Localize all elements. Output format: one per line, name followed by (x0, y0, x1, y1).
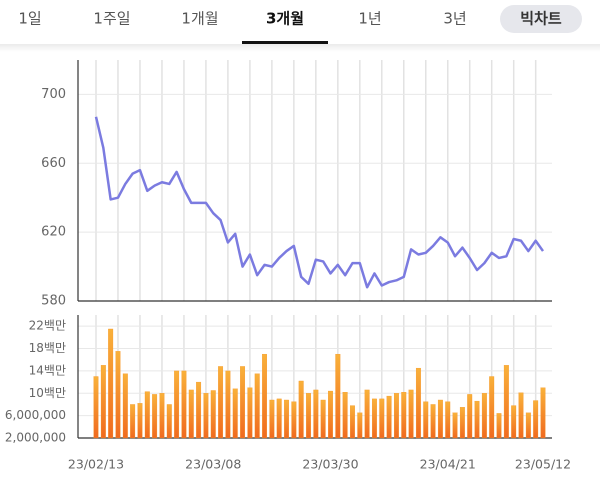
volume-bar (408, 389, 414, 439)
volume-bar (269, 399, 275, 439)
y-tick-label: 2,000,000 (5, 431, 66, 445)
volume-bar (276, 398, 282, 439)
volume-bar (437, 399, 443, 439)
y-tick-label: 660 (41, 156, 66, 171)
volume-bar (196, 381, 202, 439)
volume-bar (247, 387, 253, 439)
volume-bar (423, 401, 429, 439)
volume-bar (181, 370, 187, 439)
y-tick-label: 620 (41, 225, 66, 240)
tab[interactable]: 1개월 (181, 10, 218, 28)
x-tick-label: 23/02/13 (68, 457, 124, 472)
volume-bar (284, 399, 289, 439)
volume-bar (159, 393, 165, 439)
volume-bar (93, 376, 99, 439)
volume-bar (364, 389, 370, 439)
volume-bar (467, 394, 473, 439)
volume-bar (122, 373, 128, 439)
y-tick-label: 22백만 (29, 319, 66, 333)
tab-bar: 1일 1주일 1개월 3개월 1년 3년 (18, 10, 467, 44)
tab[interactable]: 1주일 (93, 10, 130, 28)
volume-bar (430, 404, 436, 439)
volume-bar (328, 390, 333, 439)
y-tick-label: 18백만 (29, 341, 66, 355)
volume-bar (474, 400, 480, 439)
volume-bar (496, 413, 502, 439)
volume-bar (174, 370, 180, 439)
volume-bar (306, 393, 311, 439)
y-tick-label: 6,000,000 (5, 408, 66, 422)
volume-bar (262, 353, 267, 439)
volume-bar (100, 365, 106, 439)
volume-bar (533, 400, 539, 439)
volume-bar (393, 393, 399, 439)
volume-bar (232, 388, 238, 439)
tab[interactable]: 1일 (18, 10, 41, 28)
volume-bar (203, 393, 209, 439)
tab-underline (242, 41, 328, 44)
volume-bar (240, 366, 246, 439)
volume-bar (130, 404, 136, 439)
bigchart-label[interactable]: 빅차트 (520, 10, 562, 28)
y-tick-label: 10백만 (29, 386, 66, 400)
tab[interactable]: 3개월 (266, 10, 304, 28)
x-tick-label: 23/03/30 (302, 457, 358, 472)
chart: 580 620 660 700 2,000,000 6,000,000 10백만 14백만 18… (5, 60, 571, 472)
volume-bar (350, 405, 355, 439)
y-tick-label: 14백만 (29, 363, 66, 377)
volume-bar (415, 367, 421, 439)
volume-bar (445, 401, 451, 439)
volume-bar (210, 390, 216, 439)
volume-bar (298, 380, 304, 439)
volume-bar (342, 392, 348, 439)
volume-bar (291, 401, 297, 439)
volume-bar (313, 389, 319, 439)
bigchart-button[interactable] (500, 5, 582, 33)
volume-bar (379, 398, 385, 439)
volume-bar (401, 392, 407, 439)
y-tick-label: 700 (41, 87, 66, 102)
volume-bar (137, 403, 143, 439)
volume-bar (152, 394, 158, 439)
volume-bar (459, 407, 465, 439)
volume-bar (357, 412, 363, 439)
volume-bar (372, 398, 377, 439)
x-tick-label: 23/05/12 (515, 457, 571, 472)
volume-bar (489, 376, 495, 439)
tab[interactable]: 3년 (443, 10, 466, 28)
tab[interactable]: 1년 (358, 10, 381, 28)
volume-bar (511, 405, 517, 439)
volume-bar (452, 412, 458, 439)
volume-bar (254, 373, 260, 439)
volume-bar (525, 412, 531, 439)
volume-bar (218, 366, 224, 439)
x-tick-label: 23/04/21 (420, 457, 476, 472)
volume-bar (225, 370, 231, 439)
volume-bar (188, 389, 194, 439)
volume-bar (108, 328, 114, 439)
volume-bar (503, 365, 509, 439)
price-line (94, 116, 545, 289)
volume-bar (518, 392, 524, 439)
x-tick-label: 23/03/08 (185, 457, 241, 472)
volume-bar (166, 404, 172, 439)
volume-bar (320, 399, 326, 439)
volume-bar (481, 393, 487, 439)
volume-bar (335, 353, 341, 439)
volume-bar (540, 387, 546, 439)
volume-bar (115, 351, 121, 439)
y-tick-label: 580 (41, 294, 66, 309)
volume-bar (144, 391, 150, 439)
tab-shadow (0, 44, 600, 52)
volume-bar (386, 395, 392, 439)
